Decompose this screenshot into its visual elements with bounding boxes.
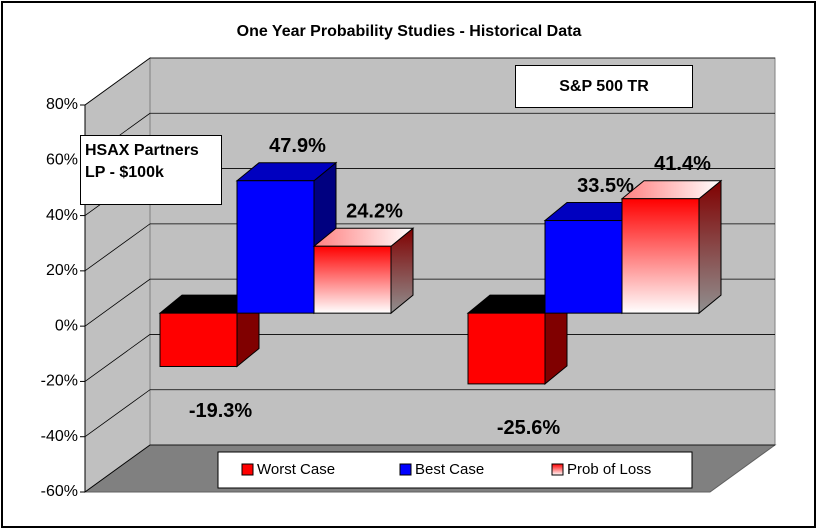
legend-swatch [551,463,564,476]
legend-swatch [399,463,412,476]
y-tick-label: 0% [55,317,78,334]
category-label: S&P 500 TR [515,65,693,108]
bar-side [698,179,722,315]
y-tick-label: 80% [46,96,78,113]
y-tick-label: -20% [41,373,78,390]
y-tick-label: 40% [46,207,78,224]
legend-label: Best Case [415,461,484,478]
bar [544,220,623,314]
bar [621,198,700,314]
bar [159,312,238,367]
value-label: 41.4% [654,153,711,175]
value-label: -25.6% [497,417,561,439]
y-tick-label: 20% [46,262,78,279]
bar [313,245,392,314]
legend [217,451,693,489]
legend-swatch [241,463,254,476]
bar [467,312,546,385]
value-label: 24.2% [346,201,403,223]
value-label: 47.9% [269,135,326,157]
grid-line [84,389,775,438]
value-label: 33.5% [577,175,634,197]
bar [236,180,315,314]
legend-label: Prob of Loss [567,461,651,478]
legend-label: Worst Case [257,461,335,478]
chart-title: One Year Probability Studies - Historica… [237,23,582,40]
y-tick-label: 60% [46,152,78,169]
y-tick-label: -60% [41,483,78,500]
y-tick-label: -40% [41,428,78,445]
grid-line [84,57,775,106]
value-label: -19.3% [189,400,253,422]
grid-line [84,444,775,493]
side-wall [84,57,151,493]
category-label: HSAX Partners LP - $100k [80,135,222,205]
